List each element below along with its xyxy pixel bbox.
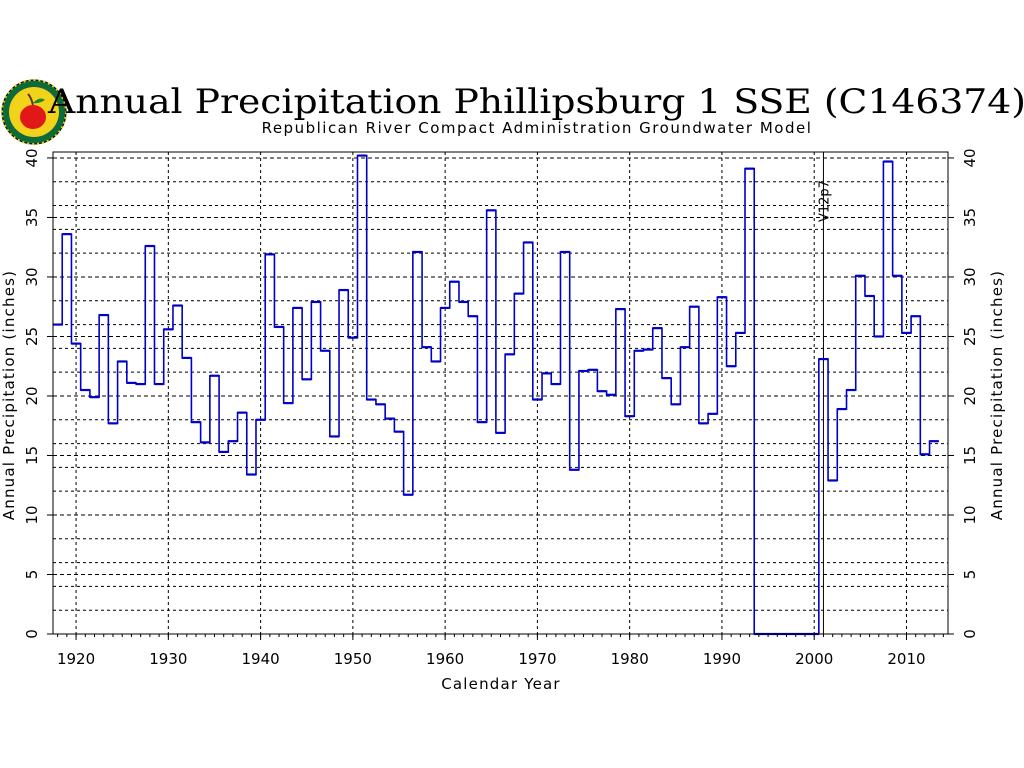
compact-seal-logo [1,79,67,145]
x-tick-label: 1950 [334,650,372,668]
y-tick-label-left: 25 [23,327,41,346]
x-tick-label: 2010 [887,650,925,668]
x-tick-label: 2000 [795,650,833,668]
y-tick-label-left: 0 [23,629,41,639]
chart-subtitle: Republican River Compact Administration … [262,119,813,137]
x-tick-label: 1940 [242,650,280,668]
y-axis-ticks-left: 0 5 10 15 20 25 30 35 40 [23,148,53,639]
y-tick-label-right: 20 [961,386,979,405]
x-tick-label: 1920 [57,650,95,668]
y-tick-label-left: 30 [23,267,41,286]
y-tick-label-right: 25 [961,327,979,346]
y-tick-label-right: 30 [961,267,979,286]
y-tick-label-left: 15 [23,446,41,465]
y-tick-label-left: 10 [23,505,41,524]
plot-frame [52,151,949,635]
x-tick-label: 1990 [703,650,741,668]
y-tick-label-right: 0 [961,629,979,639]
y-tick-label-left: 40 [23,148,41,167]
y-tick-label-right: 15 [961,446,979,465]
chart-title: Annual Precipitation Phillipsburg 1 SSE … [47,82,1024,122]
x-tick-label: 1960 [426,650,464,668]
y-axis-label-left: Annual Precipitation (inches) [0,270,18,520]
y-axis-label-right: Annual Precipitation (inches) [988,270,1006,520]
annotation-layer: V12p7 [817,152,832,634]
y-tick-label-right: 10 [961,505,979,524]
x-tick-label: 1980 [611,650,649,668]
y-tick-label-left: 20 [23,386,41,405]
y-tick-label-left: 5 [23,570,41,580]
x-axis-label: Calendar Year [441,675,561,693]
annotation-label: V12p7 [817,180,832,222]
x-tick-label: 1930 [149,650,187,668]
grid-lines [53,152,948,635]
x-axis-ticks: 1920 1930 1940 1950 1960 1970 1980 1990 2000 2010 [57,634,944,668]
y-tick-label-right: 40 [961,148,979,167]
y-tick-label-right: 35 [961,208,979,227]
y-tick-label-right: 5 [961,570,979,580]
y-tick-label-left: 35 [23,208,41,227]
y-axis-ticks-right: 0 5 10 15 20 25 30 35 40 [948,148,979,639]
x-tick-label: 1970 [518,650,556,668]
